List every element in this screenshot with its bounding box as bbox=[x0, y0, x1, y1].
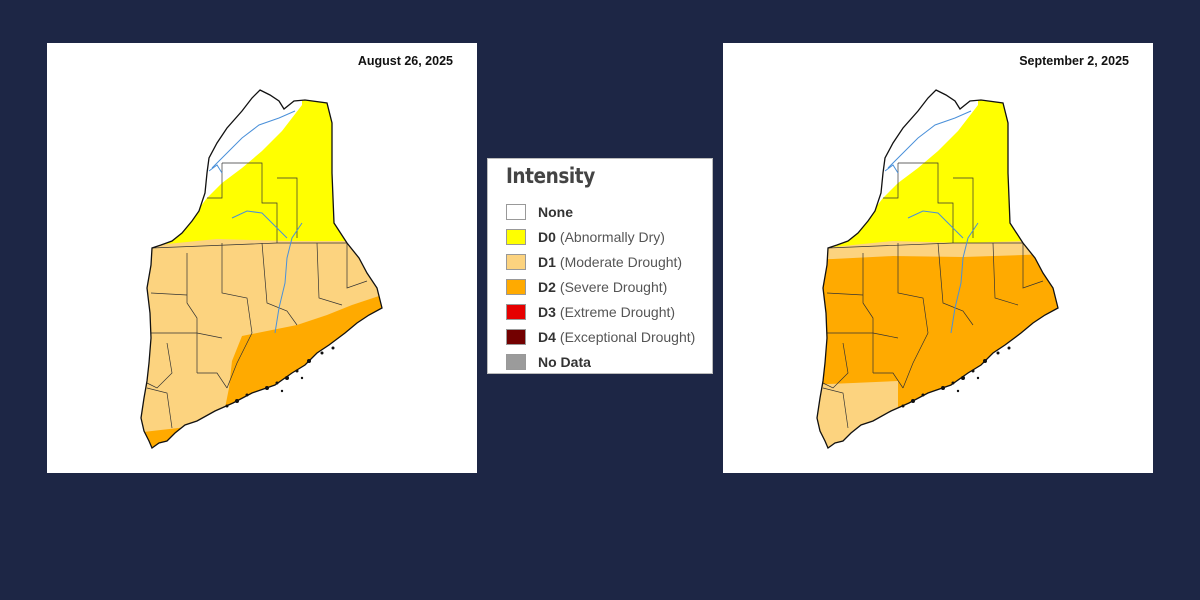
legend-item-d0: D0 (Abnormally Dry) bbox=[506, 224, 712, 249]
coastal-islands bbox=[225, 346, 335, 408]
legend-desc: (Abnormally Dry) bbox=[559, 228, 665, 245]
legend-desc: (Moderate Drought) bbox=[559, 253, 683, 270]
rivers bbox=[208, 110, 303, 334]
d1-region-south bbox=[817, 381, 898, 448]
legend-code: No Data bbox=[538, 353, 591, 370]
legend-swatch bbox=[506, 228, 526, 245]
legend-swatch bbox=[506, 253, 526, 270]
legend-item-d4: D4 (Exceptional Drought) bbox=[506, 324, 712, 349]
state-outline bbox=[140, 89, 383, 449]
legend-code: None bbox=[538, 203, 573, 220]
legend-item-d2: D2 (Severe Drought) bbox=[506, 274, 712, 299]
legend-desc: (Extreme Drought) bbox=[559, 303, 676, 320]
coastal-islands bbox=[901, 346, 1011, 408]
legend-swatch bbox=[506, 203, 526, 220]
county-borders bbox=[822, 162, 1044, 429]
legend-item-d3: D3 (Extreme Drought) bbox=[506, 299, 712, 324]
map-panel-sep-2: September 2, 2025 bbox=[723, 43, 1153, 473]
legend-item-d1: D1 (Moderate Drought) bbox=[506, 249, 712, 274]
map-date: September 2, 2025 bbox=[1019, 54, 1129, 68]
legend-title: Intensity bbox=[506, 164, 595, 188]
legend-item-none: None bbox=[506, 199, 712, 224]
legend: Intensity None D0 (Abnormally Dry) D1 (M… bbox=[487, 158, 713, 374]
legend-swatch bbox=[506, 353, 526, 370]
legend-swatch bbox=[506, 278, 526, 295]
legend-code: D4 bbox=[538, 328, 556, 345]
legend-code: D1 bbox=[538, 253, 556, 270]
drought-map-sep-2 bbox=[816, 89, 1059, 449]
state-outline bbox=[816, 89, 1059, 449]
county-borders bbox=[146, 162, 368, 429]
legend-swatch bbox=[506, 328, 526, 345]
legend-code: D0 bbox=[538, 228, 556, 245]
drought-map-aug-26 bbox=[140, 89, 383, 449]
legend-desc: (Exceptional Drought) bbox=[559, 328, 696, 345]
legend-swatch bbox=[506, 303, 526, 320]
legend-code: D3 bbox=[538, 303, 556, 320]
legend-desc: (Severe Drought) bbox=[559, 278, 668, 295]
rivers bbox=[884, 110, 979, 334]
map-date: August 26, 2025 bbox=[357, 54, 453, 68]
legend-item-no-data: No Data bbox=[506, 349, 712, 374]
map-panel-aug-26: August 26, 2025 bbox=[47, 43, 477, 473]
legend-code: D2 bbox=[538, 278, 556, 295]
